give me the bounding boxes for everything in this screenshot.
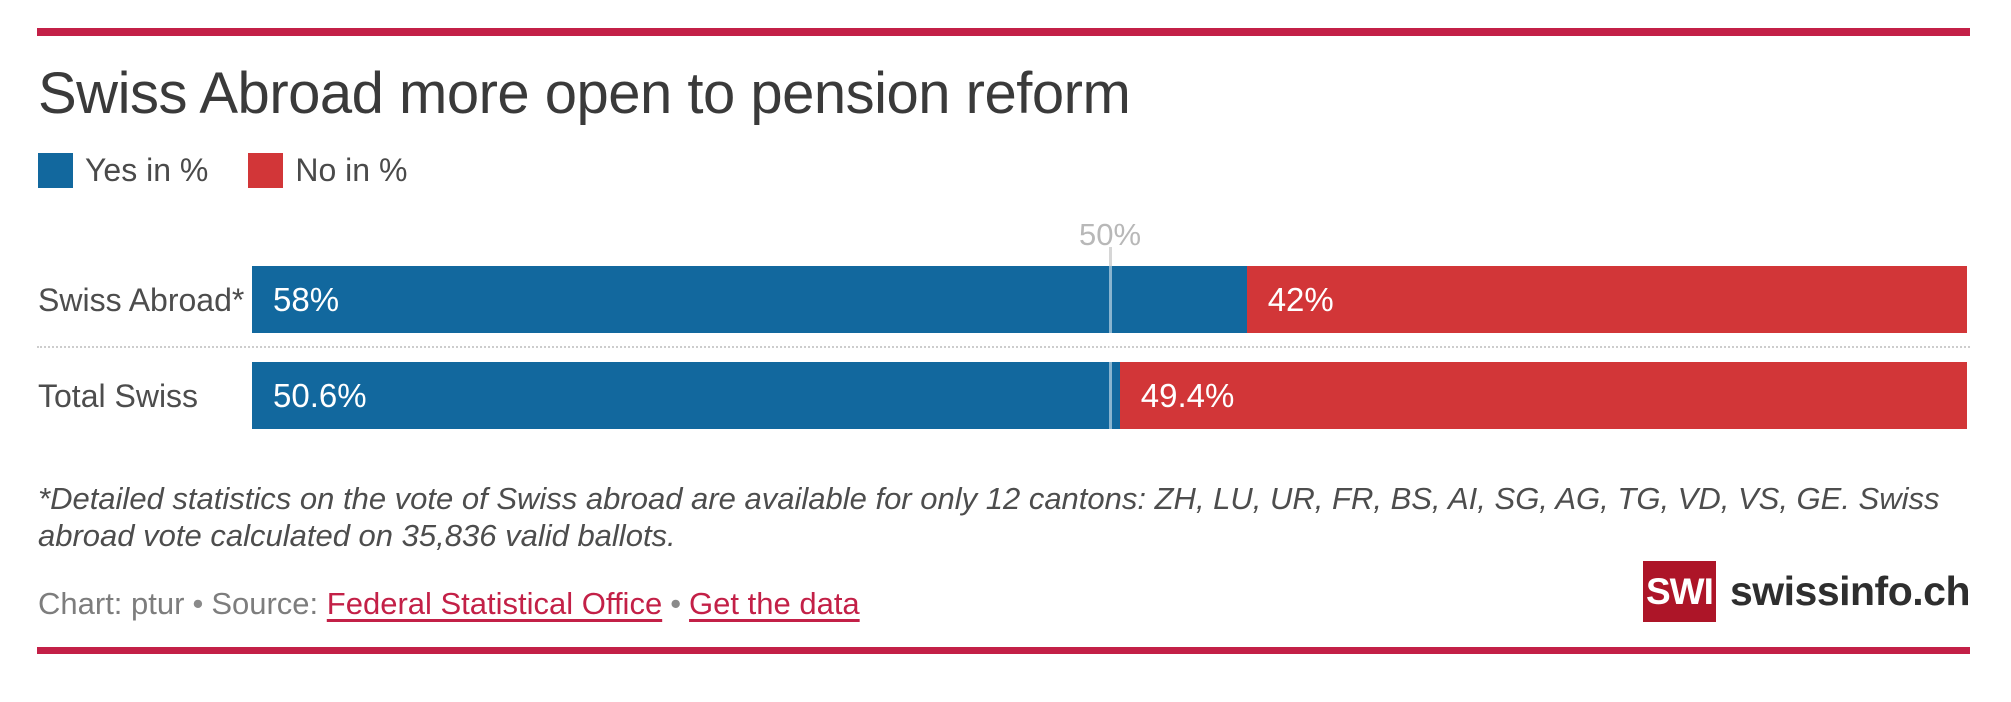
bar-yes-total-swiss: 50.6% — [252, 362, 1120, 429]
credit-source-label: Source: — [211, 586, 319, 621]
bar-no-total-swiss: 49.4% — [1119, 362, 1967, 429]
credit-bullet: • — [192, 586, 204, 621]
legend: Yes in % No in % — [38, 152, 407, 189]
legend-label-no: No in % — [295, 152, 408, 188]
bar-row-swiss-abroad: 58% 42% — [252, 266, 1967, 333]
legend-item-yes: Yes in % — [38, 152, 208, 189]
fifty-percent-gridline — [1109, 266, 1112, 429]
get-the-data-link[interactable]: Get the data — [689, 586, 860, 621]
swissinfo-wordmark: swissinfo.ch — [1729, 568, 1971, 614]
row-label-swiss-abroad: Swiss Abroad* — [38, 282, 245, 318]
source-link[interactable]: Federal Statistical Office — [326, 586, 663, 621]
credit-bullet: • — [670, 586, 682, 621]
bottom-rule — [37, 647, 1970, 654]
row-separator — [37, 346, 1970, 348]
bar-chart: 58% 42% 50.6% 49.4% — [252, 266, 1967, 429]
footnote: *Detailed statistics on the vote of Swis… — [38, 481, 1940, 553]
yes-swatch-icon — [38, 153, 73, 188]
legend-item-no: No in % — [248, 152, 407, 189]
swissinfo-logo[interactable]: SWI swissinfo.ch — [1642, 561, 1971, 622]
page-title: Swiss Abroad more open to pension reform — [38, 61, 1131, 126]
row-label-total-swiss: Total Swiss — [38, 378, 199, 414]
no-swatch-icon — [248, 153, 284, 188]
swi-logo-abbr: SWI — [1645, 570, 1714, 612]
bar-no-swiss-abroad: 42% — [1246, 266, 1967, 333]
swi-logo-box: SWI — [1642, 561, 1716, 622]
legend-label-yes: Yes in % — [85, 152, 209, 188]
bar-yes-swiss-abroad: 58% — [252, 266, 1247, 333]
top-rule — [37, 28, 1970, 36]
axis-gridline-tick — [1109, 247, 1112, 266]
credit-line: Chart: ptur • Source: Federal Statistical … — [38, 586, 860, 622]
axis-gridline-label: 50% — [1078, 217, 1142, 252]
credit-chart-author: Chart: ptur — [38, 586, 185, 621]
bar-row-total-swiss: 50.6% 49.4% — [252, 362, 1967, 429]
